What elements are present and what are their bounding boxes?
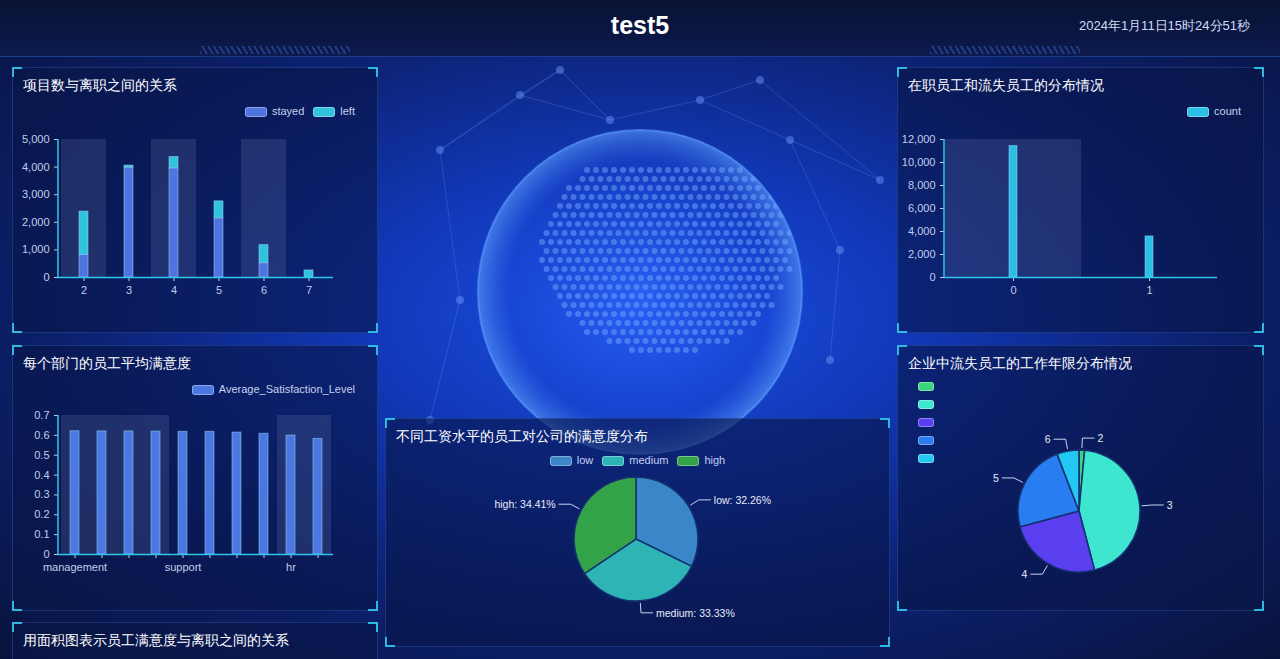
html-text:每个部门的员工平均满意度: 每个部门的员工平均满意度 [23, 356, 191, 371]
svg-text:3: 3 [126, 284, 132, 296]
svg-text:medium: 33.33%: medium: 33.33% [656, 607, 735, 619]
svg-text:management: management [43, 561, 107, 573]
html-text:项目数与离职之间的关系: 项目数与离职之间的关系 [23, 78, 177, 93]
html-text:Average_Satisfaction_Level: Average_Satisfaction_Level [218, 383, 355, 395]
svg-text:6: 6 [261, 284, 267, 296]
svg-text:4: 4 [171, 284, 177, 296]
html-text:low: low [576, 454, 594, 466]
svg-text:0.7: 0.7 [34, 409, 49, 421]
svg-text:0.6: 0.6 [34, 429, 49, 441]
svg-text:0.4: 0.4 [34, 469, 49, 481]
html-text:test5: test5 [610, 11, 670, 39]
html-text:count: count [1214, 105, 1241, 117]
html-text:用面积图表示员工满意度与离职之间的关系: 用面积图表示员工满意度与离职之间的关系 [23, 633, 289, 648]
html-text:left: left [340, 105, 355, 117]
svg-text:4,000: 4,000 [908, 225, 936, 237]
svg-text:10,000: 10,000 [902, 156, 936, 168]
svg-text:3: 3 [1167, 499, 1173, 511]
svg-text:0.5: 0.5 [34, 449, 49, 461]
svg-text:8,000: 8,000 [908, 179, 936, 191]
html-text:2024年1月11日15时24分51秒: 2024年1月11日15时24分51秒 [1079, 18, 1250, 33]
html-text:stayed: stayed [271, 105, 305, 117]
svg-text:support: support [165, 561, 202, 573]
svg-text:0.1: 0.1 [34, 528, 49, 540]
svg-text:7: 7 [306, 284, 312, 296]
svg-text:2,000: 2,000 [908, 248, 936, 260]
svg-text:low: 32.26%: low: 32.26% [714, 494, 771, 506]
svg-text:4: 4 [1022, 568, 1028, 580]
svg-text:hr: hr [286, 561, 296, 573]
svg-text:0: 0 [43, 271, 49, 283]
svg-text:0: 0 [43, 548, 49, 560]
html-text:不同工资水平的员工对公司的满意度分布: 不同工资水平的员工对公司的满意度分布 [396, 429, 648, 444]
svg-text:4,000: 4,000 [22, 161, 50, 173]
svg-text:6: 6 [1045, 433, 1051, 445]
svg-text:5,000: 5,000 [22, 133, 50, 145]
svg-text:2,000: 2,000 [22, 216, 50, 228]
svg-text:2: 2 [1097, 432, 1103, 444]
html-text:企业中流失员工的工作年限分布情况: 企业中流失员工的工作年限分布情况 [908, 356, 1132, 371]
svg-text:12,000: 12,000 [902, 133, 936, 145]
svg-text:0.2: 0.2 [34, 508, 49, 520]
svg-text:0: 0 [929, 271, 935, 283]
svg-text:5: 5 [993, 472, 999, 484]
svg-text:2: 2 [81, 284, 87, 296]
html-text:high: high [704, 454, 726, 466]
svg-text:3,000: 3,000 [22, 188, 50, 200]
svg-text:high: 34.41%: high: 34.41% [494, 498, 555, 510]
svg-text:1,000: 1,000 [22, 243, 50, 255]
svg-text:0.3: 0.3 [34, 488, 49, 500]
html-text:在职员工和流失员工的分布情况: 在职员工和流失员工的分布情况 [908, 78, 1104, 93]
svg-text:5: 5 [216, 284, 222, 296]
svg-text:1: 1 [1146, 284, 1152, 296]
html-text:medium: medium [629, 454, 669, 466]
svg-text:0: 0 [1010, 284, 1016, 296]
svg-text:6,000: 6,000 [908, 202, 936, 214]
